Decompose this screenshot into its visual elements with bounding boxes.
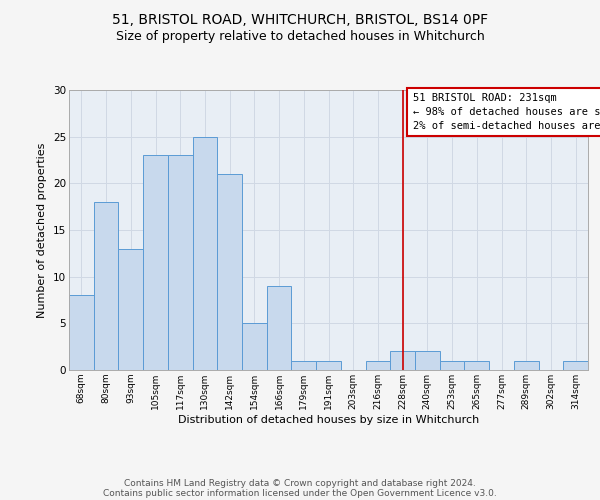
Bar xyxy=(563,360,588,370)
Text: Size of property relative to detached houses in Whitchurch: Size of property relative to detached ho… xyxy=(116,30,484,43)
X-axis label: Distribution of detached houses by size in Whitchurch: Distribution of detached houses by size … xyxy=(178,414,479,424)
Text: Contains public sector information licensed under the Open Government Licence v3: Contains public sector information licen… xyxy=(103,488,497,498)
Bar xyxy=(94,202,118,370)
Bar xyxy=(464,360,489,370)
Text: 51 BRISTOL ROAD: 231sqm
← 98% of detached houses are smaller (130)
2% of semi-de: 51 BRISTOL ROAD: 231sqm ← 98% of detache… xyxy=(413,93,600,131)
Bar xyxy=(440,360,464,370)
Bar xyxy=(415,352,440,370)
Text: Contains HM Land Registry data © Crown copyright and database right 2024.: Contains HM Land Registry data © Crown c… xyxy=(124,478,476,488)
Bar xyxy=(316,360,341,370)
Bar xyxy=(365,360,390,370)
Y-axis label: Number of detached properties: Number of detached properties xyxy=(37,142,47,318)
Bar xyxy=(69,296,94,370)
Bar xyxy=(217,174,242,370)
Bar xyxy=(267,286,292,370)
Bar xyxy=(168,156,193,370)
Bar xyxy=(118,248,143,370)
Bar xyxy=(193,136,217,370)
Bar xyxy=(390,352,415,370)
Bar xyxy=(514,360,539,370)
Text: 51, BRISTOL ROAD, WHITCHURCH, BRISTOL, BS14 0PF: 51, BRISTOL ROAD, WHITCHURCH, BRISTOL, B… xyxy=(112,12,488,26)
Bar xyxy=(143,156,168,370)
Bar xyxy=(242,324,267,370)
Bar xyxy=(292,360,316,370)
